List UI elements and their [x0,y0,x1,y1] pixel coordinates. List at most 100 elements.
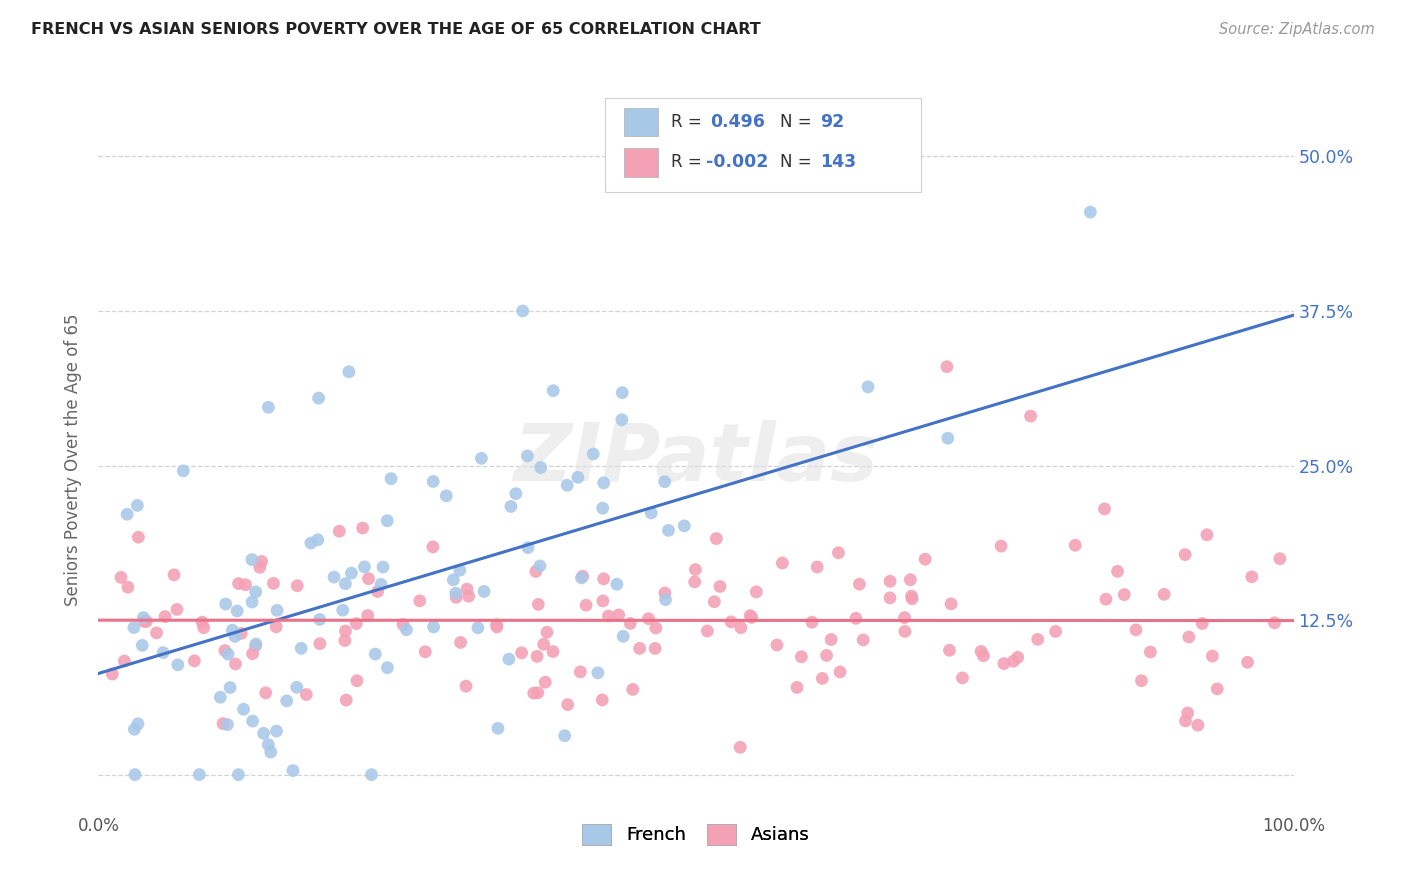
Point [392,617,415,632]
Point [245,637,267,651]
Point [114,654,136,668]
Text: N =: N = [780,113,817,131]
Point [685,562,707,576]
Point [1187,718,1209,732]
Point [569,665,592,679]
Text: 143: 143 [820,153,856,171]
Point [592,572,614,586]
Point [1191,616,1213,631]
Point [456,582,478,596]
Point [512,304,534,318]
Point [592,501,614,516]
Point [152,646,174,660]
Point [335,624,357,638]
Point [371,560,394,574]
Point [827,546,849,560]
Point [901,591,924,606]
Point [498,652,520,666]
Point [766,638,789,652]
Point [592,475,614,490]
Point [845,611,868,625]
Point [657,524,679,538]
Point [510,646,533,660]
Point [124,767,146,781]
Point [1107,565,1129,579]
Point [323,570,346,584]
Point [132,610,155,624]
Point [526,649,548,664]
Point [952,671,974,685]
Point [444,586,467,600]
Point [938,643,960,657]
Point [281,764,304,778]
Point [628,641,651,656]
Point [308,612,330,626]
Point [131,639,153,653]
Point [377,660,399,674]
Point [606,577,628,591]
Point [444,591,467,605]
Point [191,615,214,629]
Point [367,584,389,599]
Point [527,598,550,612]
Point [172,464,194,478]
Point [1026,632,1049,647]
Point [183,654,205,668]
Point [308,391,330,405]
Point [307,533,329,547]
Point [683,574,706,589]
Point [571,571,593,585]
Point [375,514,398,528]
Point [1094,502,1116,516]
Point [395,623,418,637]
Point [536,625,558,640]
Point [745,585,768,599]
Point [939,597,962,611]
Point [972,648,994,663]
Point [1080,205,1102,219]
Point [333,633,356,648]
Point [101,667,124,681]
Point [472,584,495,599]
Text: -0.002: -0.002 [706,153,768,171]
Point [335,693,357,707]
Legend: French, Asians: French, Asians [575,817,817,852]
Point [534,675,557,690]
Point [257,738,280,752]
Point [505,486,527,500]
Point [235,578,257,592]
Point [110,570,132,584]
Point [730,621,752,635]
Point [413,645,436,659]
Point [217,647,239,661]
Point [703,595,725,609]
Point [811,672,834,686]
Point [740,608,762,623]
Point [990,539,1012,553]
Point [673,519,696,533]
Point [517,541,540,555]
Point [786,681,808,695]
Point [290,641,312,656]
Point [486,722,509,736]
Point [591,693,613,707]
Text: R =: R = [671,153,707,171]
Point [224,657,246,671]
Point [276,694,298,708]
Point [516,449,538,463]
Point [337,365,360,379]
Point [122,621,145,635]
Point [335,576,357,591]
Point [900,589,922,603]
Point [254,686,277,700]
Point [640,506,662,520]
Point [231,626,253,640]
Point [209,690,232,705]
Point [1114,588,1136,602]
Point [856,380,879,394]
Point [441,573,464,587]
Point [575,598,598,612]
Point [820,632,842,647]
Point [217,717,239,731]
Point [214,643,236,657]
